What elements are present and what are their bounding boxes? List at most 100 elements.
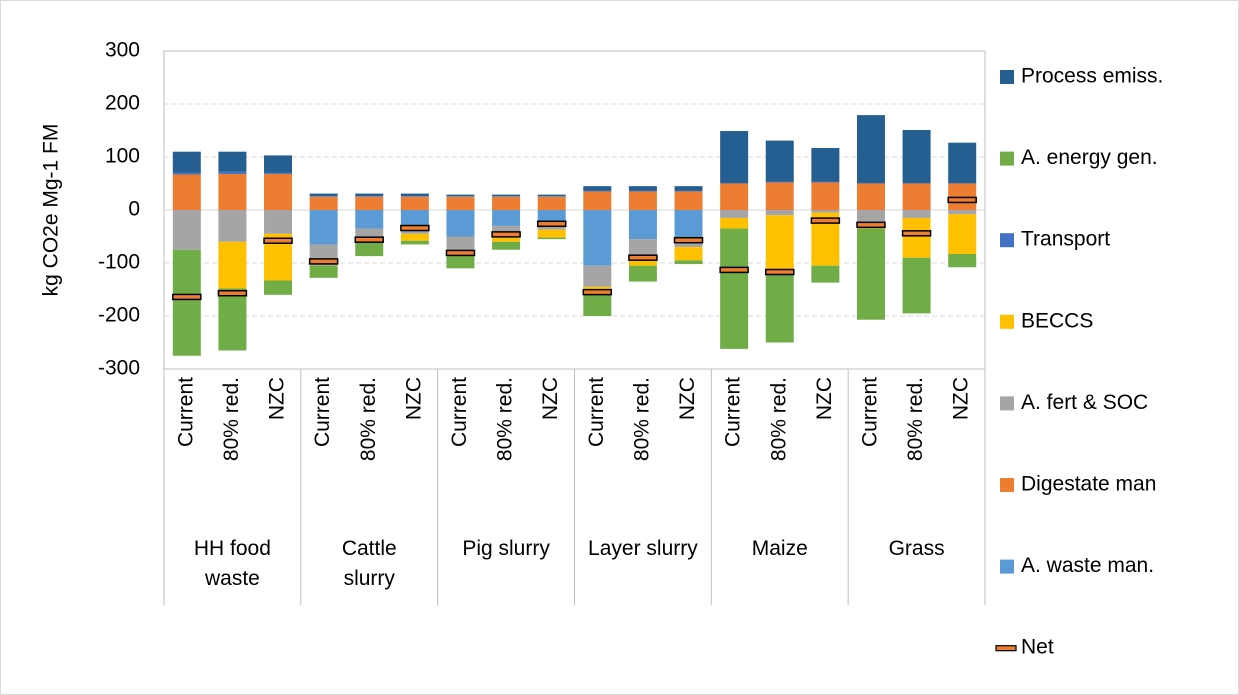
- bar-segment: [856, 183, 885, 210]
- bar-segment: [674, 210, 703, 240]
- x-tick-label: Current: [448, 377, 471, 447]
- bar-segment: [902, 217, 931, 258]
- bar-segment: [537, 237, 566, 240]
- bar-segment: [537, 196, 566, 197]
- legend-label: Transport: [1021, 228, 1110, 251]
- bar-segment: [902, 129, 931, 183]
- bar-segment: [492, 194, 521, 197]
- bar-segment: [218, 171, 247, 174]
- bar-segment: [902, 183, 931, 210]
- bar-segment: [218, 210, 247, 242]
- bar-segment: [811, 147, 840, 182]
- net-marker: [765, 268, 795, 276]
- bar-segment: [856, 115, 885, 183]
- x-tick-label: 80% red.: [494, 377, 517, 461]
- x-tick-label: 80% red.: [904, 377, 927, 461]
- bar-segment: [446, 196, 475, 197]
- x-tick-label: NZC: [539, 377, 562, 420]
- bar-segment: [264, 210, 293, 234]
- bar-segment: [218, 173, 247, 210]
- legend-label: A. energy gen.: [1021, 146, 1158, 169]
- y-tick-label: -200: [98, 304, 140, 327]
- legend-swatch: [1000, 559, 1014, 574]
- bar-segment: [218, 151, 247, 172]
- bar-segment: [172, 172, 201, 175]
- legend-label: A. waste man.: [1021, 554, 1154, 577]
- group-label: HH food waste: [193, 537, 271, 590]
- x-tick-label: 80% red.: [220, 377, 243, 461]
- bar-segment: [355, 193, 384, 197]
- x-tick-label: NZC: [676, 377, 699, 420]
- bar-segment: [628, 210, 657, 240]
- bar-segment: [948, 210, 977, 215]
- x-tick-label: Current: [311, 377, 334, 447]
- bar-segment: [628, 186, 657, 191]
- legend-label: Digestate man: [1021, 473, 1156, 496]
- x-tick-label: Current: [174, 377, 197, 447]
- bar-segment: [811, 181, 840, 183]
- legend-swatch: [1000, 314, 1014, 329]
- y-axis-title: kg CO2e Mg-1 FM: [40, 124, 63, 297]
- bar-segment: [172, 249, 201, 356]
- bar-segment: [309, 196, 338, 197]
- net-marker: [263, 237, 293, 244]
- bar-segment: [765, 270, 794, 343]
- bar-segment: [400, 196, 429, 197]
- bar-segment: [492, 196, 521, 197]
- group-label: Grass: [888, 537, 945, 560]
- group-label: Layer slurry: [588, 537, 698, 560]
- bar-segment: [811, 210, 840, 213]
- group-label: Maize: [751, 537, 808, 560]
- bar-segment: [492, 210, 521, 226]
- bar-segment: [446, 252, 475, 269]
- net-marker: [400, 224, 430, 232]
- bar-segment: [720, 183, 749, 210]
- bar-segment: [400, 193, 429, 197]
- bar-segment: [172, 210, 201, 250]
- bar-segment: [446, 210, 475, 237]
- legend-swatch: [1000, 151, 1014, 166]
- net-marker: [354, 236, 384, 243]
- bar-segment: [765, 181, 794, 183]
- legend-swatch: [1000, 396, 1014, 411]
- net-marker: [947, 196, 977, 204]
- bar-segment: [720, 228, 749, 349]
- net-marker: [856, 221, 886, 229]
- bar-segment: [355, 241, 384, 257]
- bar-segment: [446, 196, 475, 210]
- legend-swatch: [1000, 478, 1014, 492]
- x-tick-label: NZC: [813, 377, 836, 420]
- x-tick-label: 80% red.: [357, 377, 380, 461]
- legend-label: Process emiss.: [1021, 65, 1163, 88]
- x-tick-label: NZC: [402, 377, 425, 420]
- net-marker: [172, 293, 202, 301]
- bar-segment: [765, 215, 794, 271]
- bar-segment: [948, 182, 977, 184]
- bar-segment: [264, 280, 293, 295]
- bar-segment: [309, 265, 338, 278]
- bar-segment: [765, 182, 794, 210]
- bar-segment: [400, 210, 429, 226]
- bar-segment: [537, 196, 566, 210]
- x-tick-label: Current: [585, 377, 608, 447]
- bar-segment: [765, 140, 794, 182]
- bar-segment: [674, 186, 703, 191]
- net-marker: [308, 258, 339, 265]
- bar-segment: [309, 196, 338, 210]
- bar-segment: [492, 241, 521, 250]
- bar-segment: [720, 210, 749, 218]
- bar-segment: [674, 247, 703, 261]
- bar-segment: [537, 229, 566, 238]
- bar-segment: [720, 182, 749, 184]
- net-marker: [901, 230, 932, 237]
- bar-segment: [583, 191, 612, 210]
- bar-segment: [674, 260, 703, 265]
- bar-segment: [583, 210, 612, 266]
- legend-label: Net: [1021, 636, 1054, 659]
- bar-segment: [856, 228, 885, 320]
- bar-segment: [264, 172, 293, 174]
- bar-segment: [355, 196, 384, 210]
- net-marker: [536, 220, 567, 228]
